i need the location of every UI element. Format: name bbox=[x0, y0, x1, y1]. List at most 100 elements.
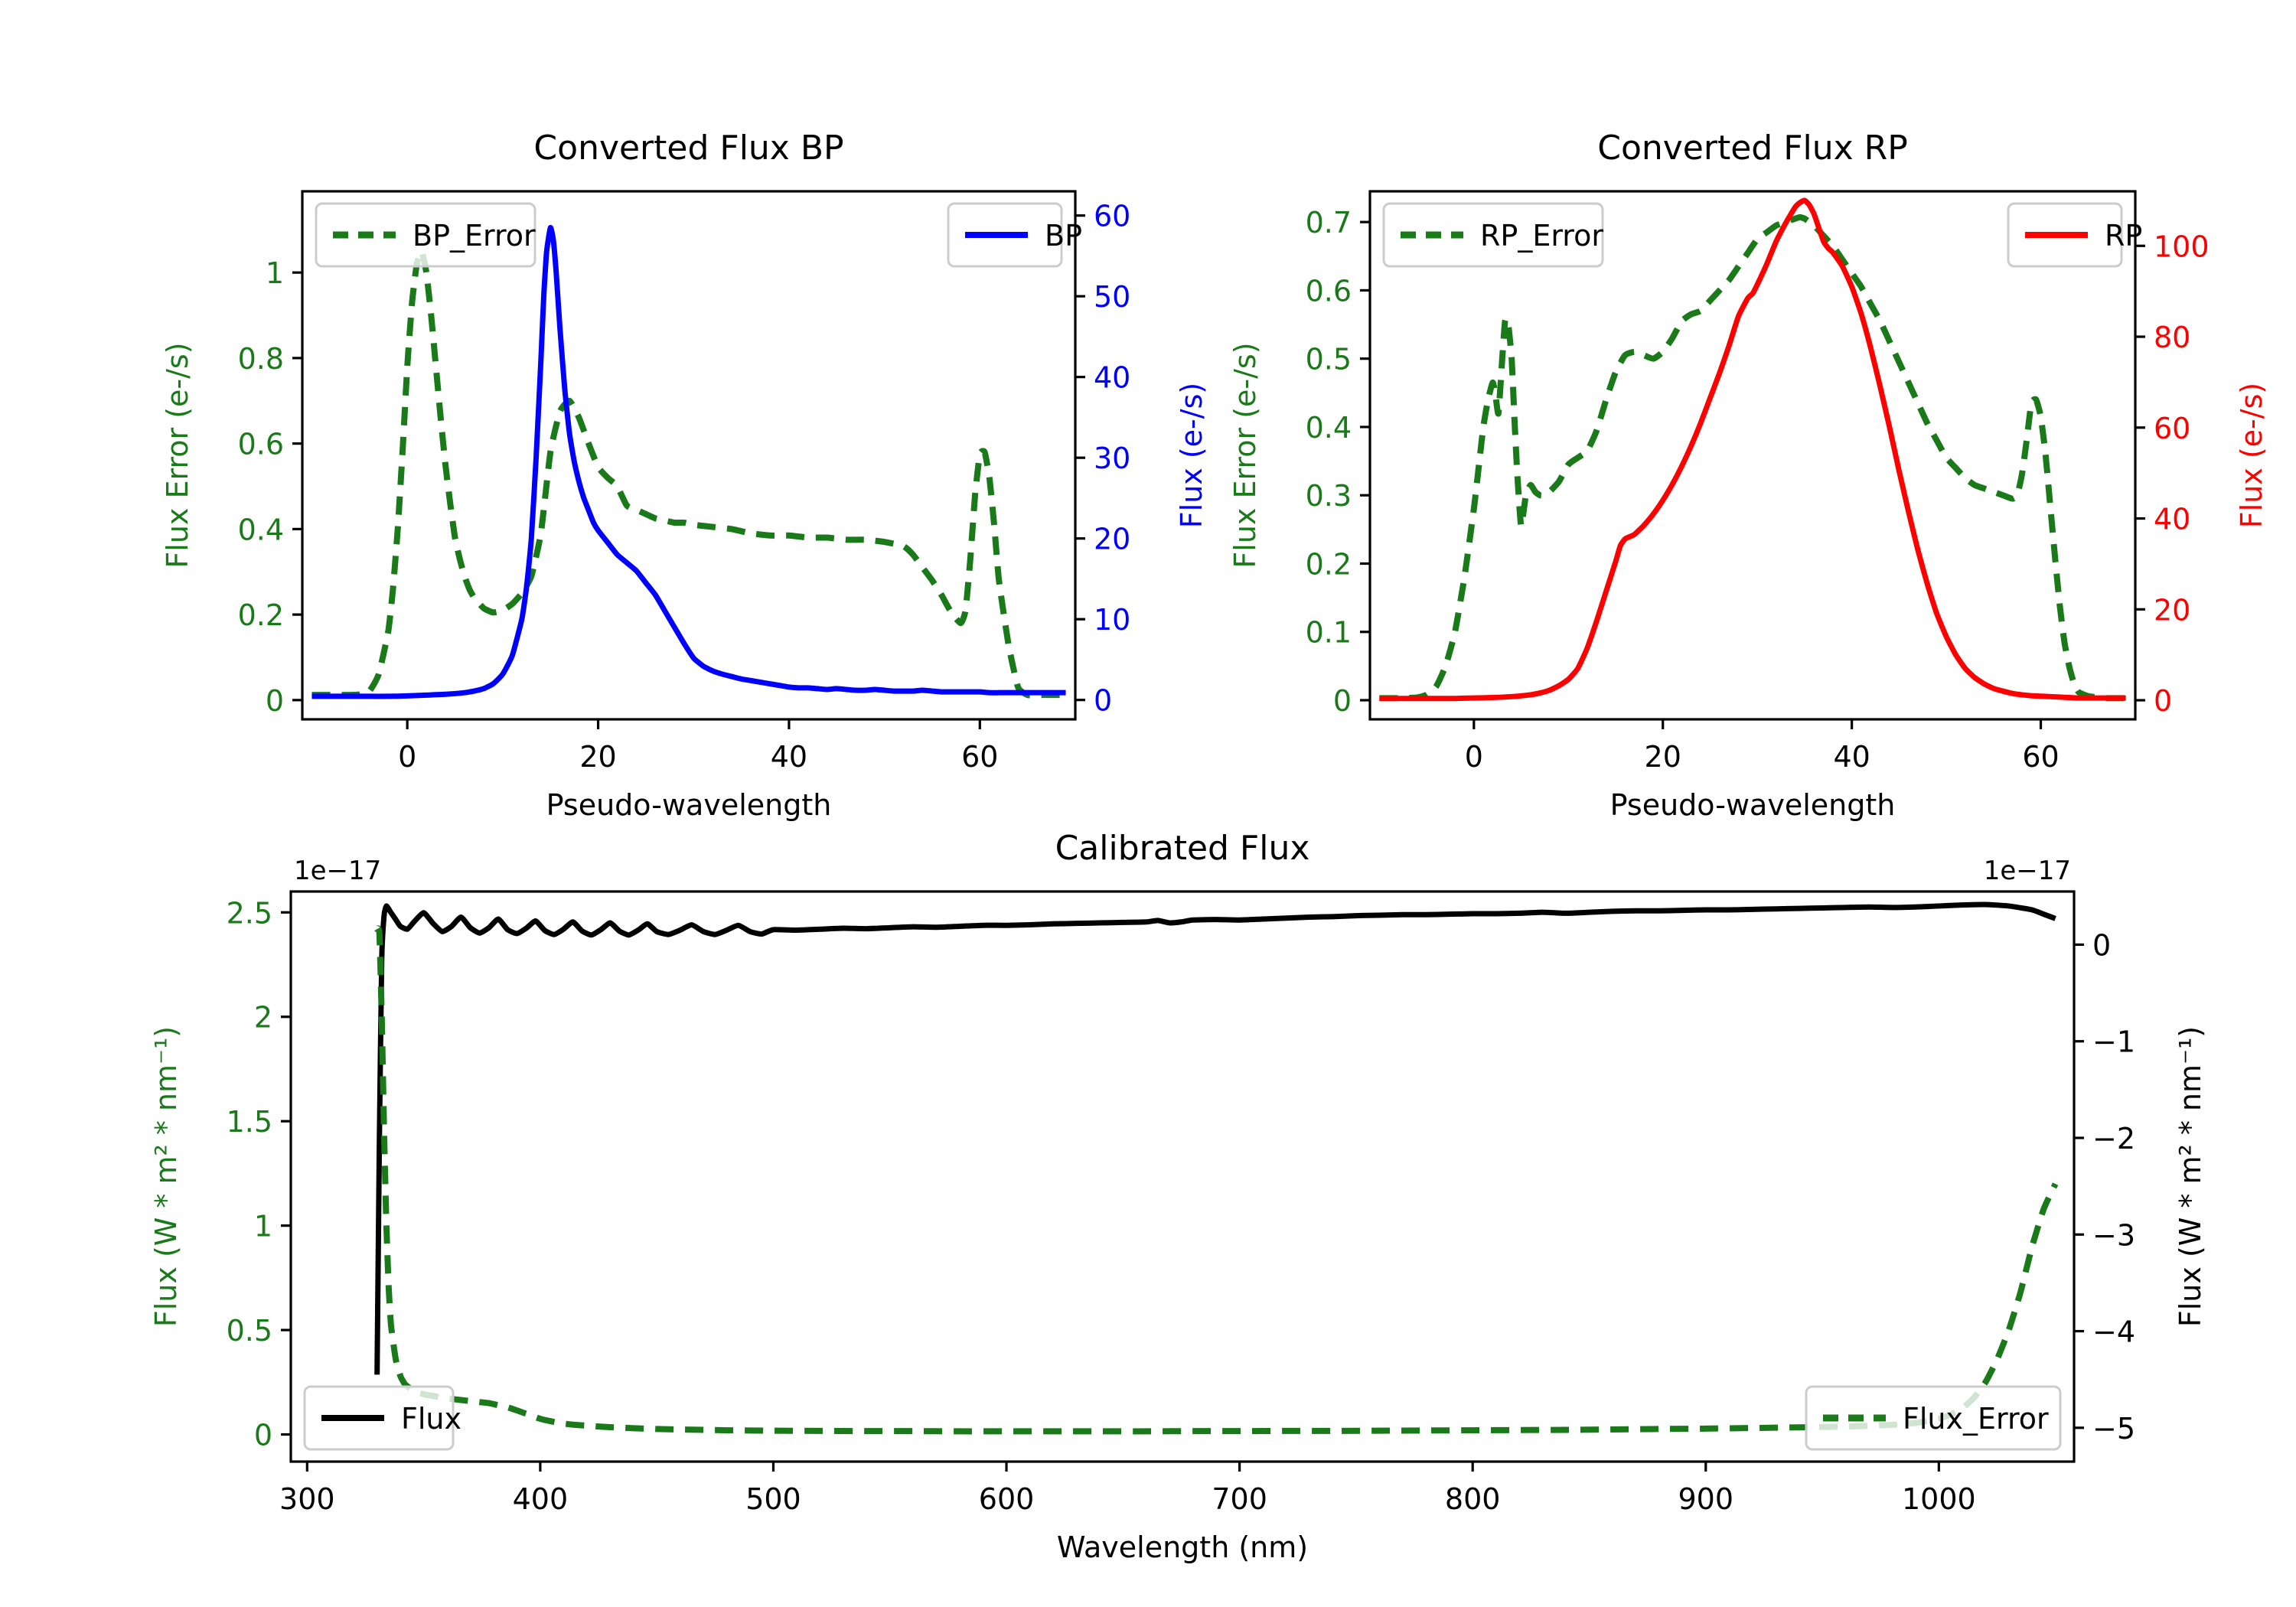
y-axis-label-right: Flux (W * m² * nm⁻¹) bbox=[2174, 1026, 2207, 1327]
axes-frame bbox=[1368, 190, 2137, 721]
x-tick-label: 500 bbox=[745, 1482, 801, 1516]
y-axis-label-left: Flux Error (e-/s) bbox=[1228, 342, 1262, 568]
x-tick-label: 900 bbox=[1678, 1482, 1734, 1516]
legend-label: RP_Error bbox=[1480, 219, 1603, 253]
series-rp-error bbox=[1379, 214, 2126, 702]
legend-label: Flux bbox=[401, 1402, 461, 1436]
y-tick-label-left: 0.7 bbox=[1306, 206, 1352, 240]
panel-top-right: Converted Flux RP 0 20 40 60 Pseudo-wavelengt… bbox=[1228, 129, 2268, 822]
x-tick-label: 20 bbox=[1645, 740, 1681, 774]
y-axis-label-left: Flux Error (e-/s) bbox=[161, 342, 194, 568]
y-tick-label-left: 0.1 bbox=[1306, 616, 1352, 650]
y-tick-label-left: 0 bbox=[266, 684, 284, 718]
legend-rp-error[interactable]: RP_Error bbox=[1382, 202, 1604, 268]
y-tick-label-left: 0.2 bbox=[238, 598, 284, 632]
y-tick-label-left: 0.2 bbox=[1306, 547, 1352, 581]
y-axis-label-left: Flux (W * m² * nm⁻¹) bbox=[149, 1026, 183, 1327]
y-tick-label-left: 0 bbox=[1333, 684, 1352, 718]
y-tick-label-right: −2 bbox=[2092, 1122, 2135, 1156]
series-rp bbox=[1379, 197, 2126, 702]
y-tick-label-right: 30 bbox=[1094, 442, 1130, 475]
y-tick-label-right: 20 bbox=[2154, 593, 2190, 627]
x-tick-label: 1000 bbox=[1902, 1482, 1976, 1516]
y-tick-label-right: −1 bbox=[2092, 1025, 2135, 1059]
panel-title: Converted Flux BP bbox=[533, 129, 843, 168]
y-tick-label-right: 50 bbox=[1094, 280, 1130, 314]
y-tick-label-right: 0 bbox=[1094, 684, 1112, 718]
y-tick-label-left: 0.4 bbox=[1306, 411, 1352, 445]
x-tick-label: 40 bbox=[771, 740, 807, 774]
legend-rp[interactable]: RP bbox=[2007, 202, 2142, 268]
plot-area bbox=[1379, 197, 2126, 702]
y-tick-label-right: 60 bbox=[2154, 412, 2190, 445]
y-tick-label-right: 20 bbox=[1094, 523, 1130, 556]
y-offset-text-left: 1e−17 bbox=[294, 856, 381, 886]
x-tick-label: 20 bbox=[579, 740, 616, 774]
y-tick-label-left: 0 bbox=[254, 1419, 272, 1452]
y-tick-label-left: 0.8 bbox=[238, 342, 284, 376]
y-tick-label-left: 2 bbox=[254, 1001, 272, 1035]
series-bp bbox=[311, 224, 1066, 699]
y-tick-label-right: −3 bbox=[2092, 1218, 2135, 1252]
x-tick-label: 400 bbox=[513, 1482, 569, 1516]
y-tick-label-left: 1.5 bbox=[227, 1105, 272, 1139]
legend-box bbox=[1382, 202, 1604, 268]
y-tick-label-left: 0.5 bbox=[227, 1314, 272, 1348]
legend-flux-error[interactable]: Flux_Error bbox=[1805, 1385, 2062, 1451]
x-axis-label: Wavelength (nm) bbox=[1057, 1530, 1308, 1564]
x-tick-label: 0 bbox=[398, 740, 416, 774]
y-tick-label-right: 40 bbox=[2154, 503, 2190, 536]
x-tick-label: 300 bbox=[279, 1482, 335, 1516]
axes-frame bbox=[289, 890, 2076, 1463]
legend-label: BP bbox=[1045, 219, 1082, 253]
x-axis-label: Pseudo-wavelength bbox=[546, 788, 832, 822]
x-tick-label: 800 bbox=[1445, 1482, 1501, 1516]
y-tick-label-left: 1 bbox=[266, 256, 284, 290]
axes-frame bbox=[301, 190, 1077, 721]
x-tick-label: 0 bbox=[1465, 740, 1483, 774]
y-tick-label-right: 80 bbox=[2154, 321, 2190, 354]
legend-flux[interactable]: Flux bbox=[303, 1385, 461, 1451]
panel-top-left: Converted Flux BP 0 20 40 60 Pseudo-wavelengt… bbox=[161, 129, 1208, 822]
panel-title: Converted Flux RP bbox=[1597, 129, 1908, 168]
y-tick-label-right: 10 bbox=[1094, 603, 1130, 637]
series-flux-error bbox=[373, 925, 2059, 1435]
y-tick-label-left: 2.5 bbox=[227, 896, 272, 930]
y-tick-label-left: 0.3 bbox=[1306, 479, 1352, 513]
plot-area bbox=[311, 224, 1066, 699]
y-tick-label-left: 0.6 bbox=[1306, 274, 1352, 308]
legend-box bbox=[1805, 1385, 2062, 1451]
y-offset-text-right: 1e−17 bbox=[1984, 856, 2071, 886]
legend-box bbox=[315, 202, 536, 268]
legend-label: RP bbox=[2105, 219, 2142, 253]
legend-label: Flux_Error bbox=[1903, 1402, 2049, 1436]
y-tick-label-right: 60 bbox=[1094, 200, 1130, 233]
legend-label: BP_Error bbox=[413, 219, 536, 253]
y-tick-label-right: 100 bbox=[2154, 230, 2210, 263]
y-tick-label-left: 0.6 bbox=[238, 428, 284, 461]
y-axis-label-right: Flux (e-/s) bbox=[1175, 383, 1208, 528]
x-tick-label: 600 bbox=[979, 1482, 1035, 1516]
y-tick-label-right: −5 bbox=[2092, 1412, 2135, 1446]
plot-area bbox=[373, 901, 2059, 1435]
legend-bp-error[interactable]: BP_Error bbox=[315, 202, 536, 268]
y-tick-label-right: 0 bbox=[2092, 928, 2111, 962]
x-axis-label: Pseudo-wavelength bbox=[1610, 788, 1896, 822]
y-tick-label-left: 0.5 bbox=[1306, 343, 1352, 376]
y-tick-label-right: 0 bbox=[2154, 684, 2172, 718]
y-tick-label-right: 40 bbox=[1094, 361, 1130, 395]
panel-title: Calibrated Flux bbox=[1055, 829, 1310, 868]
x-tick-label: 60 bbox=[961, 740, 998, 774]
x-tick-label: 40 bbox=[1833, 740, 1870, 774]
y-tick-label-left: 1 bbox=[254, 1210, 272, 1244]
series-flux bbox=[374, 901, 2056, 1375]
y-tick-label-left: 0.4 bbox=[238, 513, 284, 546]
y-tick-label-right: −4 bbox=[2092, 1315, 2135, 1349]
y-axis-label-right: Flux (e-/s) bbox=[2235, 383, 2268, 528]
x-tick-label: 60 bbox=[2022, 740, 2059, 774]
x-tick-label: 700 bbox=[1212, 1482, 1267, 1516]
series-bp-error bbox=[311, 248, 1066, 699]
legend-bp[interactable]: BP bbox=[947, 202, 1082, 268]
